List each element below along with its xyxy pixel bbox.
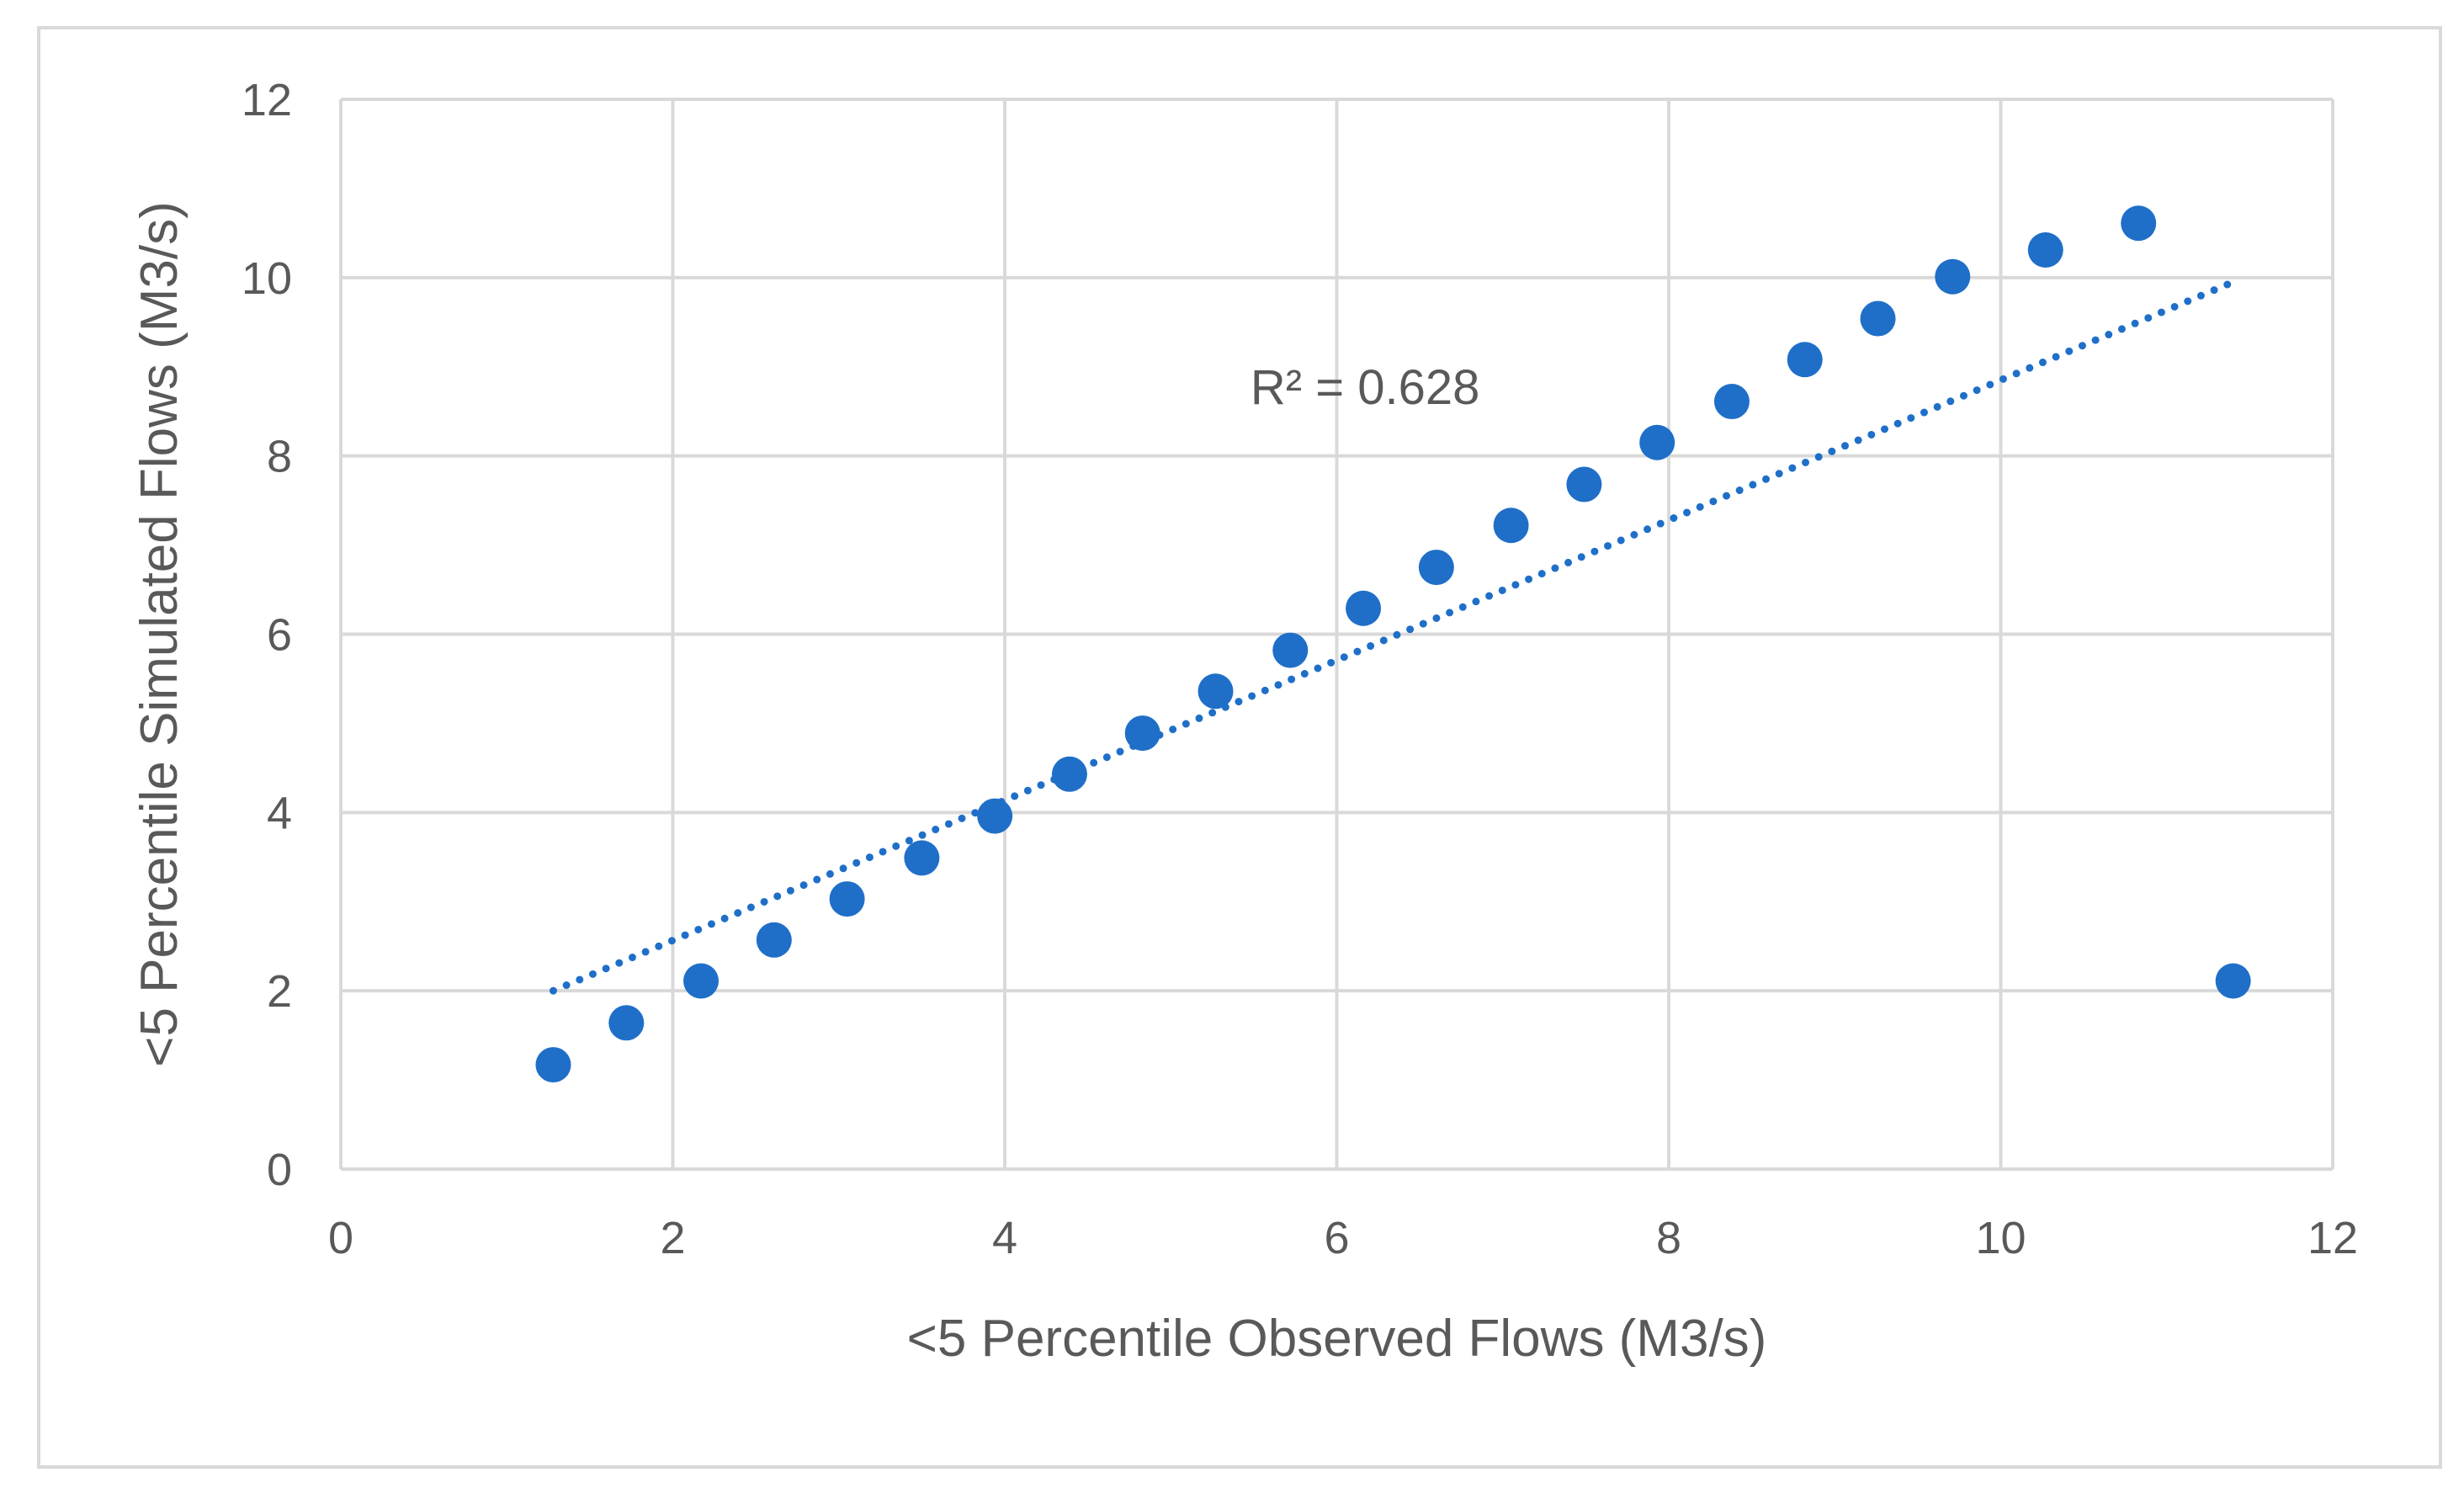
trendline — [549, 278, 2238, 995]
y-tick-label: 6 — [267, 610, 292, 661]
chart-border — [37, 26, 2442, 1469]
data-point — [1639, 424, 1675, 460]
x-tick-label: 0 — [328, 1213, 353, 1263]
data-point — [977, 798, 1013, 834]
x-tick-label: 2 — [660, 1213, 685, 1263]
data-point — [1418, 550, 1454, 586]
data-point — [2027, 231, 2063, 268]
data-point — [1713, 384, 1750, 420]
x-axis-title: <5 Percentile Observed Flows (M3/s) — [907, 1310, 1767, 1368]
data-point — [1493, 508, 1529, 544]
data-point — [1346, 590, 1382, 626]
data-point — [829, 881, 865, 917]
y-tick-label: 0 — [267, 1145, 292, 1195]
data-point — [1124, 715, 1160, 752]
y-tick-label: 8 — [267, 432, 292, 482]
data-point — [904, 840, 940, 876]
data-point — [1787, 342, 1823, 378]
x-tick-label: 6 — [1324, 1213, 1349, 1263]
x-tick-label: 4 — [992, 1213, 1017, 1263]
data-point — [2215, 963, 2251, 999]
tick-labels: 0 2 4 6 8 10 12 0 2 4 6 8 10 12 — [242, 75, 2358, 1263]
data-point — [683, 963, 720, 999]
r-squared-annotation: R² = 0.628 — [1251, 360, 1479, 415]
data-point — [1566, 466, 1602, 502]
data-point — [1860, 300, 1896, 337]
data-point — [1051, 756, 1087, 792]
data-point — [1197, 673, 1234, 710]
y-tick-label: 10 — [242, 253, 292, 304]
x-tick-label: 12 — [2307, 1213, 2358, 1263]
data-point — [756, 922, 792, 958]
y-tick-label: 2 — [267, 966, 292, 1017]
x-tick-label: 10 — [1975, 1213, 2026, 1263]
data-point — [1272, 632, 1309, 668]
data-points — [535, 205, 2251, 1083]
y-tick-label: 12 — [242, 75, 292, 125]
trendline-group — [549, 278, 2238, 995]
y-tick-label: 4 — [267, 788, 292, 838]
data-point — [2121, 205, 2157, 242]
gridlines — [339, 98, 2334, 1171]
y-axis-title: <5 Percentile Simulated Flows (M3/s) — [130, 201, 189, 1067]
data-point — [608, 1005, 645, 1041]
data-point — [535, 1047, 571, 1083]
x-tick-label: 8 — [1656, 1213, 1681, 1263]
data-point — [1935, 258, 1971, 295]
